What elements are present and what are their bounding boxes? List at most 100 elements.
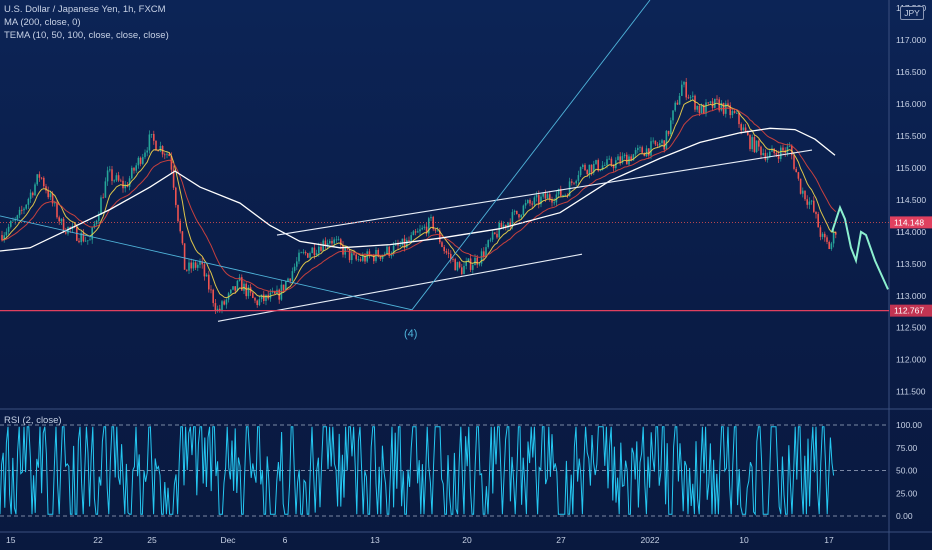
candle-body — [808, 201, 811, 205]
candle-body — [531, 203, 533, 205]
candle-body — [54, 202, 56, 204]
candle-body — [483, 251, 485, 257]
candle-body — [245, 283, 247, 297]
candle-body — [399, 245, 401, 247]
currency-badge[interactable]: JPY — [900, 6, 924, 20]
candle-body — [386, 246, 388, 254]
candle-body — [516, 210, 518, 215]
indicator-ma-label[interactable]: MA (200, close, 0) — [4, 17, 81, 28]
candle-body — [755, 140, 758, 153]
level-price-tag-bg — [890, 304, 932, 317]
candle-body — [21, 209, 23, 211]
channel-upper-line[interactable] — [276, 149, 813, 236]
projection-path — [831, 204, 889, 290]
candle-body — [170, 155, 173, 170]
candle-body — [381, 254, 384, 259]
candle-body — [109, 169, 111, 171]
candle-body — [557, 188, 560, 195]
candle-body — [480, 251, 483, 264]
candle-body — [122, 180, 124, 189]
candle-body — [146, 150, 148, 153]
candle-body — [1, 235, 3, 241]
candle-body — [115, 175, 118, 181]
candle-body — [588, 164, 591, 175]
candle-body — [234, 286, 236, 291]
candle-body — [124, 184, 126, 189]
candle-body — [762, 153, 764, 155]
price-tick-label: 112.000 — [896, 355, 926, 365]
candle-body — [164, 154, 166, 156]
candle-body — [219, 308, 221, 311]
candle-body — [518, 214, 520, 218]
candle-body — [513, 210, 516, 213]
time-tick-label: 10 — [739, 535, 749, 545]
candle-body — [601, 165, 604, 170]
candle-body — [505, 224, 507, 228]
candle-body — [148, 134, 151, 151]
ascending-trendline[interactable] — [411, 0, 651, 311]
candle-body — [106, 170, 109, 182]
candle-body — [43, 177, 45, 187]
candle-body — [412, 231, 415, 236]
candle-body — [65, 232, 67, 234]
candle-body — [529, 200, 531, 204]
candle-body — [58, 217, 60, 222]
candle-body — [3, 235, 5, 241]
candle-body — [771, 148, 773, 152]
candle-body — [274, 291, 276, 294]
candle-body — [709, 101, 712, 103]
candle-body — [205, 274, 208, 277]
candle-body — [500, 222, 503, 228]
price-tick-label: 113.000 — [896, 291, 926, 301]
candle-body — [408, 240, 410, 241]
candle-body — [731, 111, 734, 116]
candle-body — [225, 299, 228, 305]
candle-body — [93, 224, 96, 228]
candle-body — [645, 148, 648, 157]
candle-body — [337, 239, 340, 241]
candle-body — [802, 190, 804, 194]
candle-body — [362, 255, 364, 261]
candle-body — [384, 253, 386, 255]
rsi-tick-label: 75.00 — [896, 443, 918, 453]
rsi-label[interactable]: RSI (2, close) — [4, 415, 62, 426]
candle-body — [524, 203, 527, 206]
candle-body — [320, 246, 322, 251]
candle-body — [364, 255, 366, 262]
candle-body — [612, 165, 615, 169]
candle-body — [192, 262, 195, 269]
candle-body — [315, 253, 318, 256]
candle-body — [824, 233, 826, 238]
price-tick-label: 113.500 — [896, 259, 926, 269]
candle-body — [417, 231, 419, 233]
time-tick-label: 22 — [93, 535, 103, 545]
candle-body — [32, 192, 34, 196]
symbol-title[interactable]: U.S. Dollar / Japanese Yen, 1h, FXCM — [4, 4, 166, 15]
time-tick-label: 6 — [283, 535, 288, 545]
candle-body — [175, 187, 177, 205]
candle-body — [623, 154, 626, 157]
candle-body — [832, 232, 835, 244]
candle-body — [681, 84, 683, 96]
descending-trendline[interactable] — [0, 215, 413, 311]
candle-body — [172, 169, 175, 188]
candle-body — [313, 247, 316, 256]
candle-body — [247, 287, 250, 297]
candle-body — [632, 154, 635, 161]
candle-body — [84, 240, 87, 242]
indicator-tema-label[interactable]: TEMA (10, 50, 100, close, close, close) — [4, 30, 169, 41]
candle-body — [777, 154, 780, 159]
price-tick-label: 115.000 — [896, 163, 926, 173]
candle-body — [476, 257, 478, 265]
time-tick-label: 25 — [147, 535, 157, 545]
rsi-tick-label: 0.00 — [896, 511, 913, 521]
candle-body — [62, 218, 65, 233]
candle-body — [282, 284, 285, 291]
candle-body — [16, 215, 19, 219]
candle-body — [747, 131, 749, 136]
candle-body — [553, 202, 555, 204]
wave-label: (4) — [404, 328, 417, 340]
candle-body — [340, 239, 342, 245]
candle-body — [397, 243, 399, 246]
